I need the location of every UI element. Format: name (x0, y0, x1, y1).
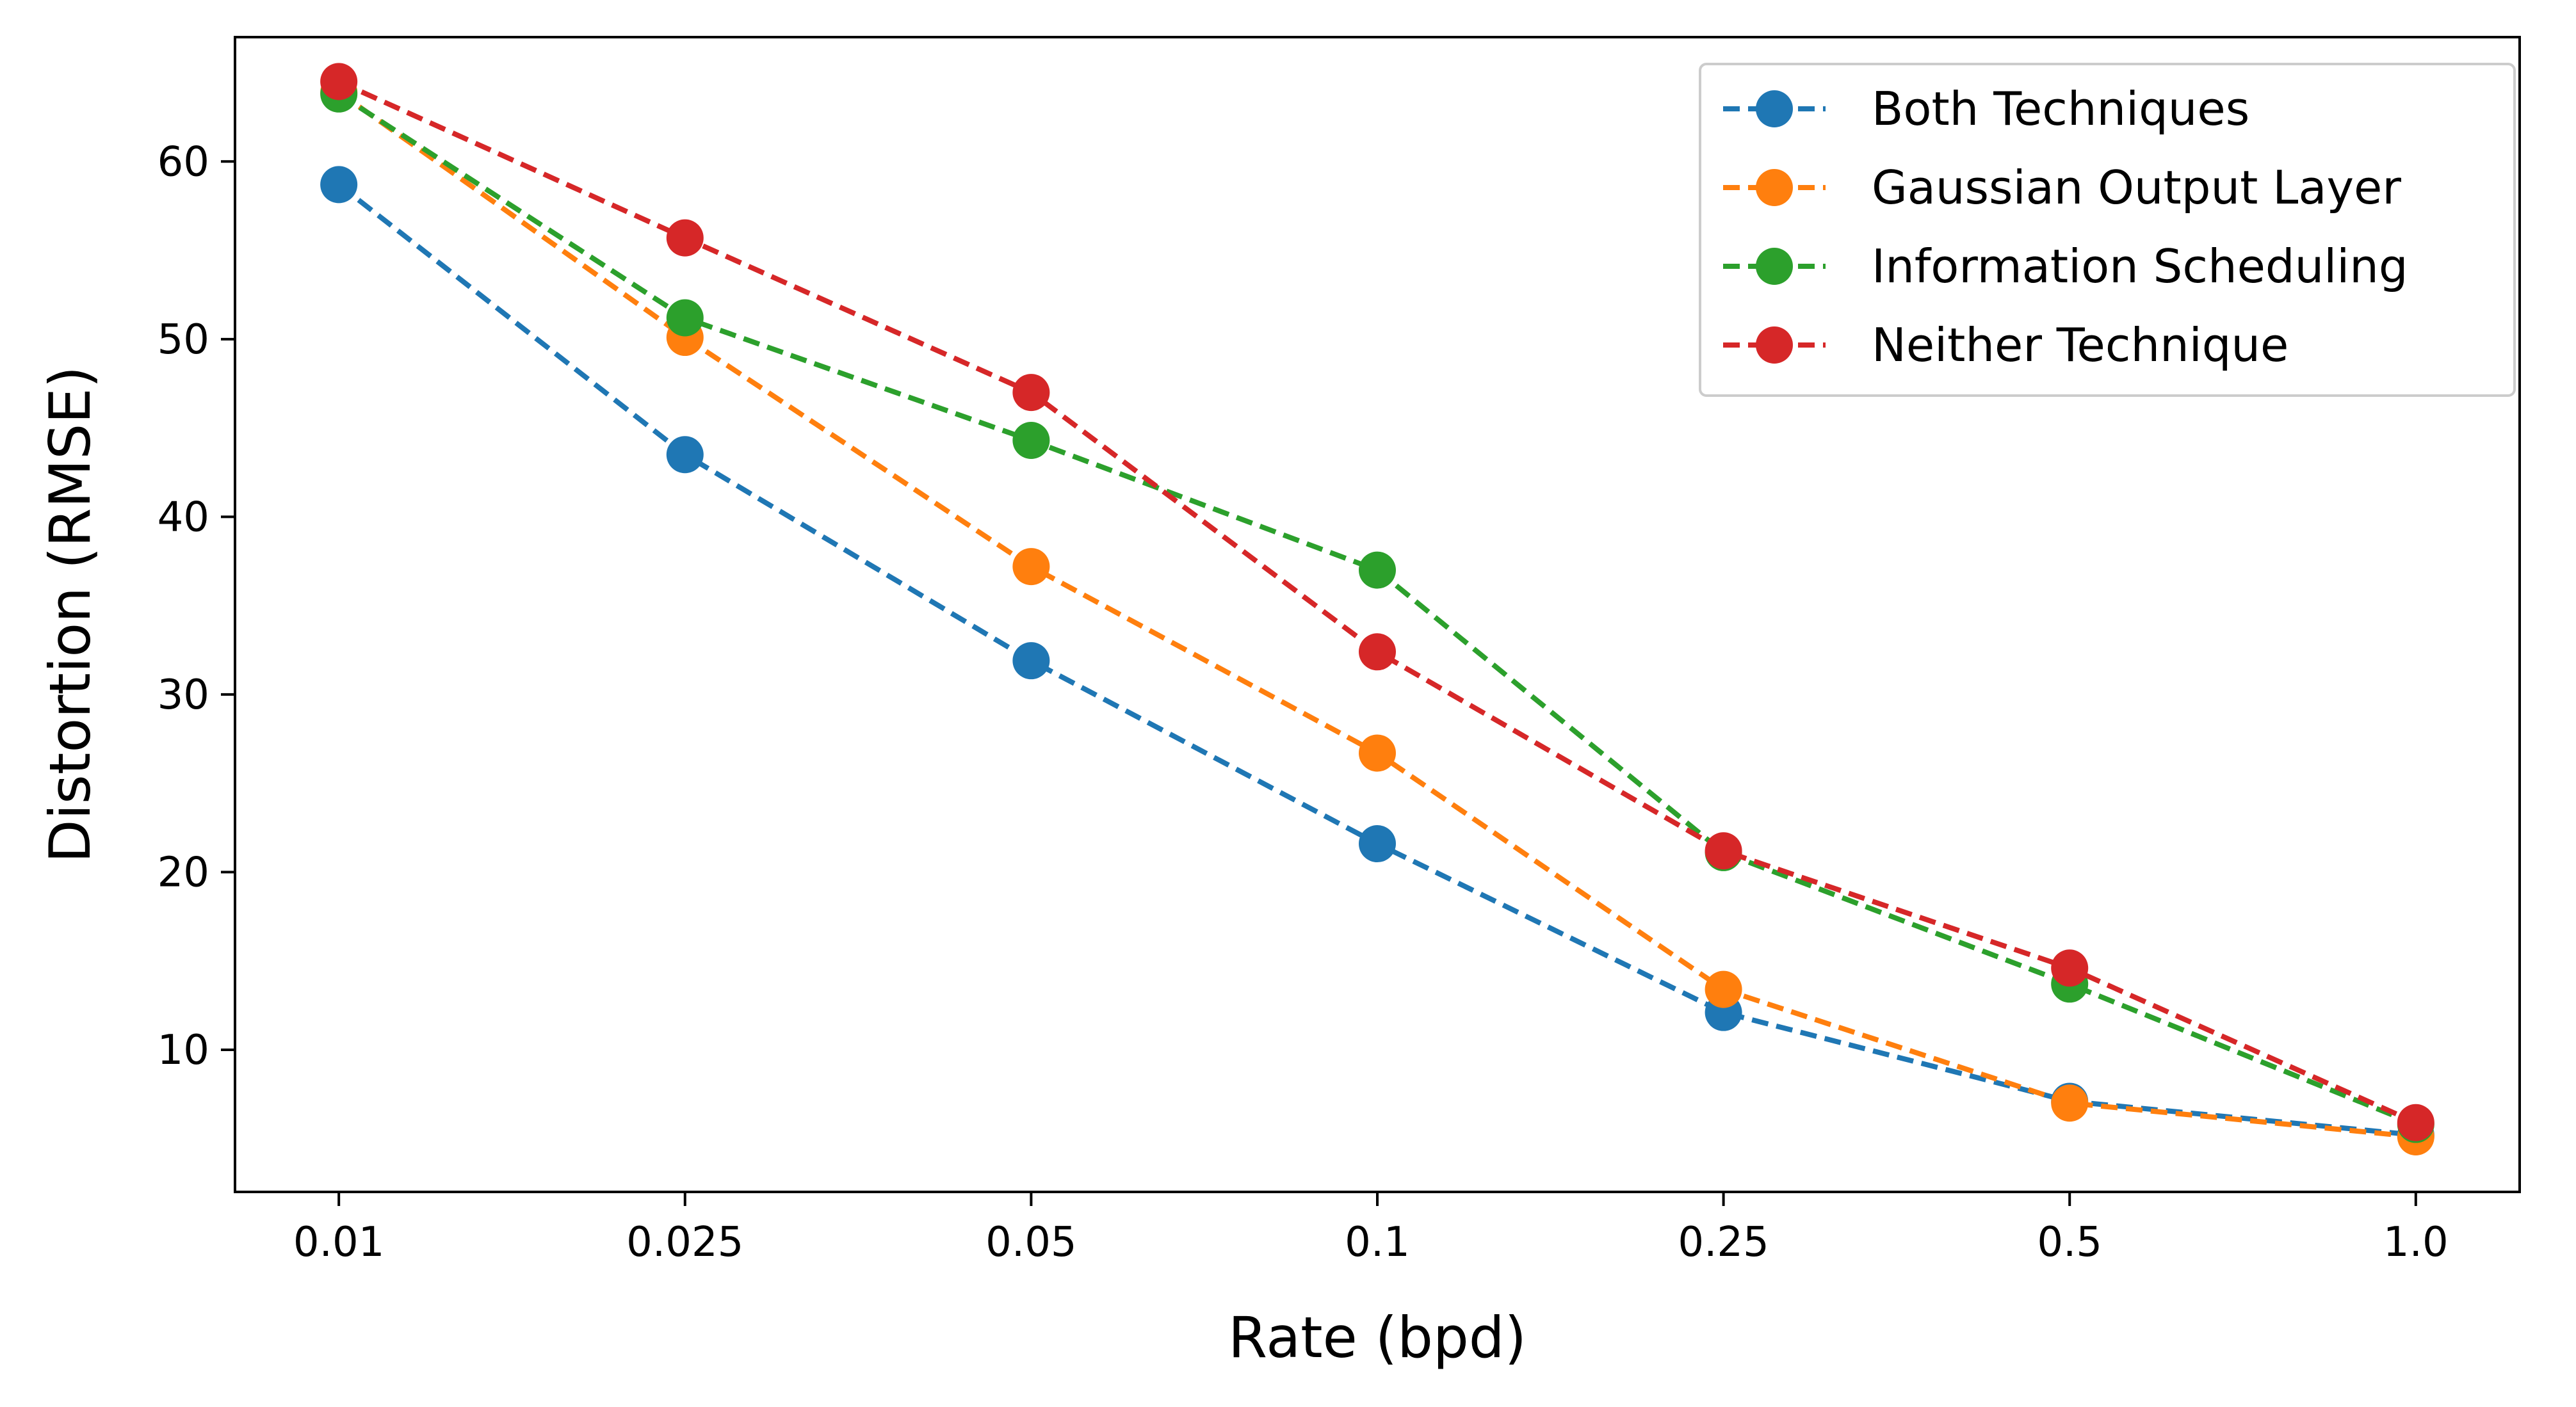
data-point (1012, 548, 1050, 586)
x-tick-label: 0.025 (626, 1219, 743, 1266)
x-axis-label: Rate (bpd) (1228, 1305, 1527, 1371)
y-axis: 10 20 30 40 50 60 (158, 138, 235, 1074)
x-tick-label: 0.25 (1678, 1219, 1769, 1266)
legend-marker (1756, 90, 1793, 127)
data-point (1359, 633, 1396, 671)
series-layer (320, 63, 2434, 1155)
y-tick-label: 50 (158, 316, 209, 364)
data-point (1012, 374, 1050, 412)
legend-label: Gaussian Output Layer (1872, 161, 2401, 214)
data-point (1705, 970, 1742, 1008)
legend-item: Both Techniques (1723, 82, 2249, 136)
legend-item: Information Scheduling (1723, 239, 2408, 293)
y-axis-label: Distortion (RMSE) (37, 366, 103, 863)
series-3 (320, 63, 2434, 1141)
legend-item: Neither Technique (1723, 318, 2288, 372)
data-point (666, 436, 704, 474)
y-tick-label: 20 (158, 849, 209, 896)
x-tick-label: 1.0 (2383, 1219, 2449, 1266)
x-tick-label: 0.5 (2037, 1219, 2102, 1266)
legend-box (1699, 63, 2516, 397)
data-point (666, 219, 704, 257)
data-point (1359, 551, 1396, 589)
legend-label: Neither Technique (1872, 318, 2288, 372)
x-tick-label: 0.01 (293, 1219, 385, 1266)
legend-marker (1756, 248, 1793, 285)
legend-label: Both Techniques (1872, 82, 2249, 136)
data-point (2397, 1104, 2434, 1141)
legend-label: Information Scheduling (1872, 239, 2408, 293)
legend-marker (1756, 326, 1793, 364)
x-tick-label: 0.1 (1345, 1219, 1410, 1266)
y-tick-label: 10 (158, 1027, 209, 1074)
data-point (320, 166, 358, 204)
y-tick-label: 30 (158, 671, 209, 719)
data-point (320, 63, 358, 100)
data-point (1359, 734, 1396, 772)
legend-item: Gaussian Output Layer (1723, 161, 2401, 214)
x-axis: 0.01 0.025 0.05 0.1 0.25 0.5 1.0 (293, 1192, 2449, 1266)
legend: Both Techniques Gaussian Output Layer Info… (1699, 63, 2516, 397)
data-point (666, 299, 704, 337)
data-point (1705, 832, 1742, 870)
data-point (2051, 1084, 2089, 1122)
data-point (1012, 642, 1050, 680)
legend-marker (1756, 169, 1793, 206)
data-point (1012, 422, 1050, 460)
x-tick-label: 0.05 (985, 1219, 1077, 1266)
y-tick-label: 60 (158, 138, 209, 186)
data-point (2051, 949, 2089, 987)
y-tick-label: 40 (158, 494, 209, 541)
data-point (1359, 825, 1396, 863)
